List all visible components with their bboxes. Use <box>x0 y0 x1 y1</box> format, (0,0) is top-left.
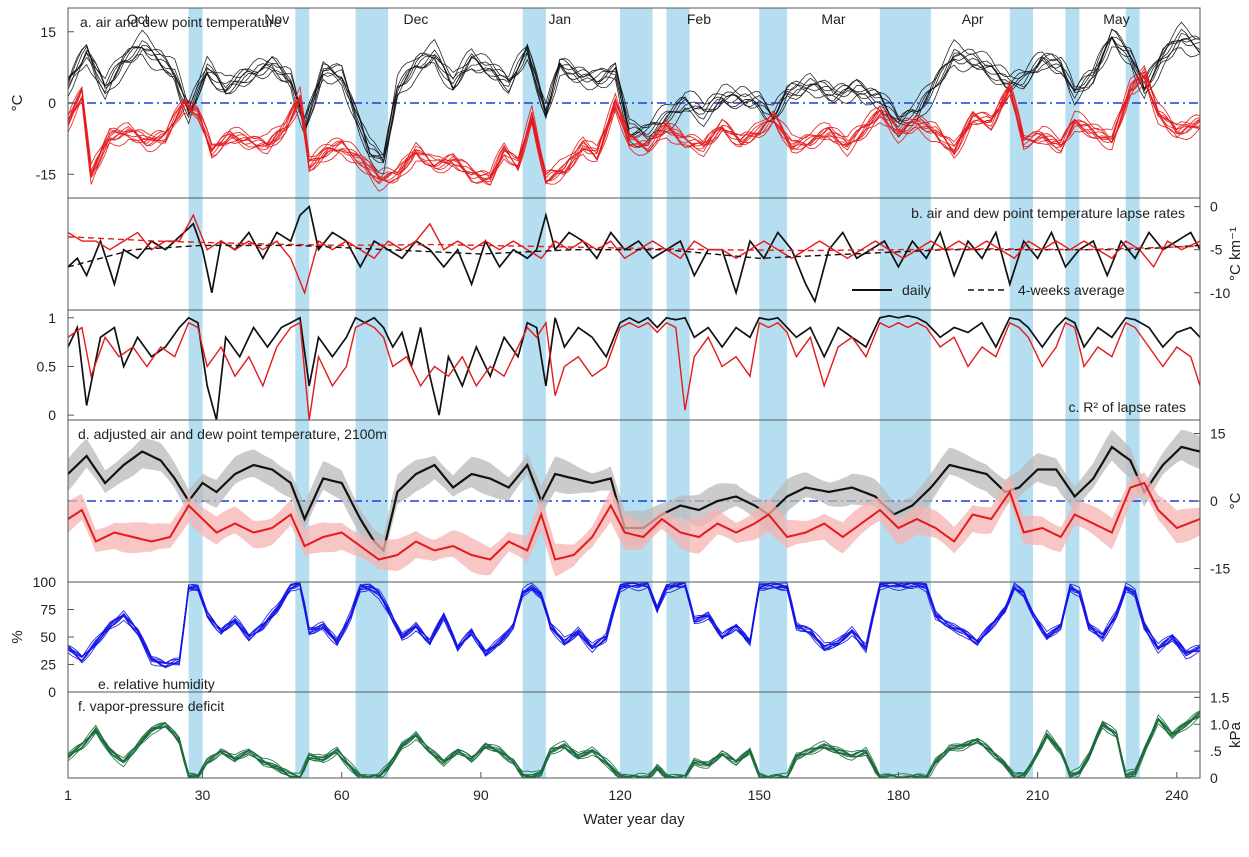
r2_air-line <box>67 314 1201 421</box>
dew-member-8 <box>67 67 1201 183</box>
panel-3 <box>67 314 1201 421</box>
ytick-label-2-3: -10 <box>1210 285 1230 301</box>
air-member-6 <box>67 28 1201 162</box>
x-axis-label: Water year day <box>583 811 685 828</box>
xtick-label-4: 90 <box>473 787 489 803</box>
month-label-mar: Mar <box>821 11 845 27</box>
panel-title-1: a. air and dew point temperature <box>80 14 282 30</box>
panel-2 <box>67 204 1201 304</box>
panels <box>67 21 1201 779</box>
storm-band-11 <box>1125 8 1140 778</box>
ytick-label-5-2: 75 <box>40 602 56 618</box>
axes-text: 150-15°Ca. air and dew point temperature… <box>9 11 1244 828</box>
xtick-label-5: 120 <box>608 787 632 803</box>
ytick-label-5-5: 0 <box>48 684 56 700</box>
panel-1 <box>67 21 1201 192</box>
xtick-label-8: 210 <box>1026 787 1050 803</box>
ytick-label-6-4: 0 <box>1210 770 1218 786</box>
lapse_air-line <box>67 204 1201 304</box>
vpd-member-10 <box>67 712 1201 779</box>
lapse_dew_avg-line <box>67 236 1201 252</box>
ytick-label-1-1: 15 <box>40 24 56 40</box>
adj_dew-band <box>68 472 1200 577</box>
ytick-label-3-3: 0 <box>48 407 56 423</box>
panel-title-2: b. air and dew point temperature lapse r… <box>911 205 1185 221</box>
month-label-nov: Nov <box>264 11 289 27</box>
ytick-label-6-1: 1.5 <box>1210 689 1230 705</box>
ylabel-4: °C <box>1227 492 1244 509</box>
air-member-8 <box>67 21 1201 157</box>
dew-member-4 <box>67 74 1201 186</box>
legend-average-label: 4-weeks average <box>1018 282 1125 298</box>
panel-5 <box>67 582 1201 669</box>
adj_dew-line <box>67 481 1201 561</box>
panel-title-6: f. vapor-pressure deficit <box>78 698 224 714</box>
panel-frames <box>67 7 1201 779</box>
air-member-5 <box>67 36 1201 159</box>
panel-title-4: d. adjusted air and dew point temperatur… <box>78 426 387 442</box>
dew-member-10 <box>67 64 1201 181</box>
air-member-7 <box>67 35 1201 157</box>
month-label-feb: Feb <box>687 11 711 27</box>
ytick-label-1-3: -15 <box>36 166 56 182</box>
panel-frame-6 <box>67 691 1201 779</box>
month-label-apr: Apr <box>962 11 984 27</box>
ylabel-1: °C <box>9 94 26 111</box>
panel-title-5: e. relative humidity <box>98 676 215 692</box>
ylabel-5: % <box>9 630 26 643</box>
xtick-label-1: 1 <box>64 787 72 803</box>
ytick-label-3-1: 1 <box>48 310 56 326</box>
panel-4 <box>67 429 1201 577</box>
ylabel-2: °C km⁻¹ <box>1227 227 1244 281</box>
ylabel-6: kPa <box>1227 721 1244 748</box>
ytick-label-4-2: 0 <box>1210 493 1218 509</box>
storm-band-4 <box>522 8 546 778</box>
rh-member-10 <box>67 582 1201 664</box>
ytick-label-5-1: 100 <box>33 574 57 590</box>
month-label-jan: Jan <box>548 11 571 27</box>
xtick-label-2: 30 <box>195 787 211 803</box>
ytick-label-5-4: 25 <box>40 657 56 673</box>
xtick-label-3: 60 <box>334 787 350 803</box>
ytick-label-6-3: .5 <box>1210 743 1222 759</box>
month-label-may: May <box>1103 11 1129 27</box>
xtick-label-6: 150 <box>748 787 772 803</box>
storm-band-3 <box>355 8 389 778</box>
ytick-label-2-1: 0 <box>1210 199 1218 215</box>
month-label-dec: Dec <box>403 11 428 27</box>
panel-6 <box>67 710 1201 779</box>
ytick-label-6-2: 1.0 <box>1210 716 1230 732</box>
legend-daily-label: daily <box>902 282 931 298</box>
lapse_air_avg-line <box>67 244 1201 268</box>
xtick-label-7: 180 <box>887 787 911 803</box>
ytick-label-5-3: 50 <box>40 629 56 645</box>
ytick-label-4-1: 15 <box>1210 426 1226 442</box>
ytick-label-4-3: -15 <box>1210 561 1230 577</box>
dew-member-9 <box>67 71 1201 179</box>
storm-band-1 <box>188 8 203 778</box>
ytick-label-2-2: -5 <box>1210 242 1223 258</box>
r2_dew-line <box>67 320 1201 421</box>
month-label-oct: Oct <box>127 11 149 27</box>
ytick-label-3-2: 0.5 <box>37 358 57 374</box>
ytick-label-1-2: 0 <box>48 95 56 111</box>
panel-title-3: c. R² of lapse rates <box>1069 399 1187 415</box>
xtick-label-9: 240 <box>1165 787 1189 803</box>
